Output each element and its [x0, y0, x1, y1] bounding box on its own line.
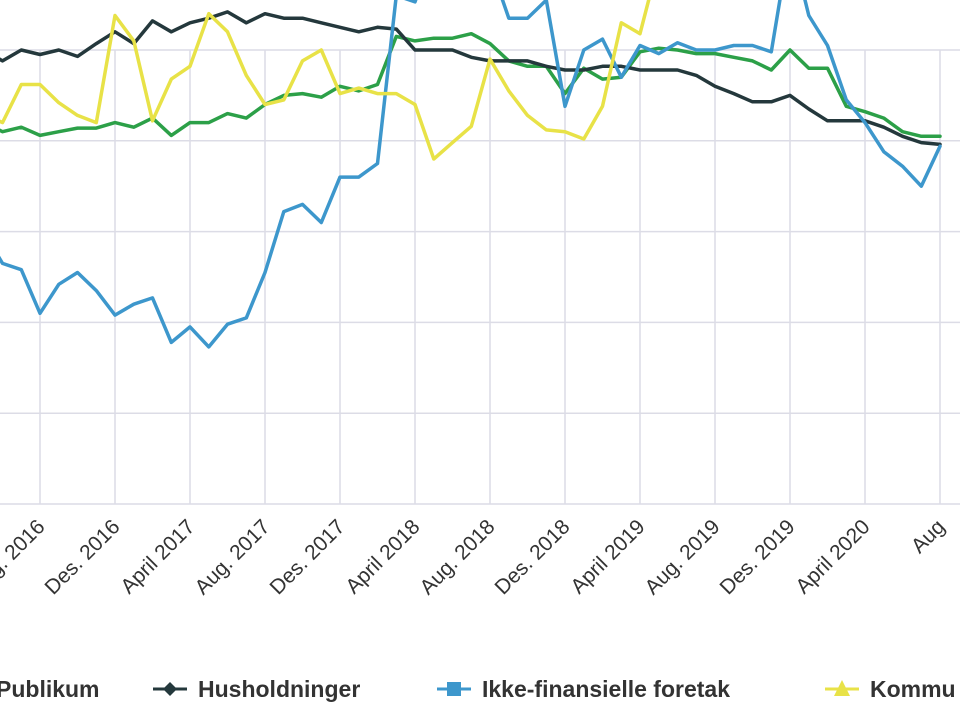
- x-tick-label-13: Aug: [907, 515, 950, 558]
- series-line-publikum[interactable]: [0, 31, 942, 139]
- series-line-ikke-finansielle-foretak[interactable]: [0, 0, 942, 349]
- x-tick-label-2: Des. 2016: [41, 515, 125, 599]
- legend-label-husholdninger: Husholdninger: [198, 676, 360, 702]
- legend-label-publikum: Publikum: [0, 676, 100, 702]
- legend-item-ikke-finansielle-foretak[interactable]: Ikke-finansielle foretak: [437, 676, 730, 702]
- legend-triangle-icon: [834, 680, 850, 696]
- legend: Publikum Husholdninger Ikke-finansielle …: [0, 676, 956, 702]
- x-tick-label-9: April 2019: [566, 515, 649, 598]
- legend-item-husholdninger[interactable]: Husholdninger: [153, 676, 360, 702]
- series-line-husholdninger[interactable]: [0, 10, 942, 147]
- x-tick-label-10: Aug. 2019: [641, 515, 725, 599]
- x-tick-label-6: April 2018: [341, 515, 424, 598]
- vertical-gridlines: [39, 50, 941, 504]
- x-tick-label-11: Des. 2019: [716, 515, 800, 599]
- x-tick-label-4: Aug. 2017: [191, 515, 275, 599]
- series-line-kommuner[interactable]: [0, 0, 940, 161]
- x-tick-label-7: Aug. 2018: [416, 515, 500, 599]
- legend-diamond-icon: [163, 682, 177, 696]
- legend-item-publikum[interactable]: Publikum: [0, 676, 100, 702]
- legend-square-icon: [447, 682, 461, 696]
- x-tick-label-3: April 2017: [116, 515, 199, 598]
- legend-label-kommuner: Kommu: [870, 676, 956, 702]
- legend-item-kommuner[interactable]: Kommu: [825, 676, 956, 702]
- x-tick-label-8: Des. 2018: [491, 515, 575, 599]
- x-tick-label-12: April 2020: [791, 515, 874, 598]
- series-lines: [0, 0, 942, 349]
- x-tick-label-5: Des. 2017: [266, 515, 350, 599]
- horizontal-gridlines: [0, 49, 960, 505]
- legend-label-ikke-finansielle-foretak: Ikke-finansielle foretak: [482, 676, 730, 702]
- x-tick-label-1: Aug. 2016: [0, 515, 50, 599]
